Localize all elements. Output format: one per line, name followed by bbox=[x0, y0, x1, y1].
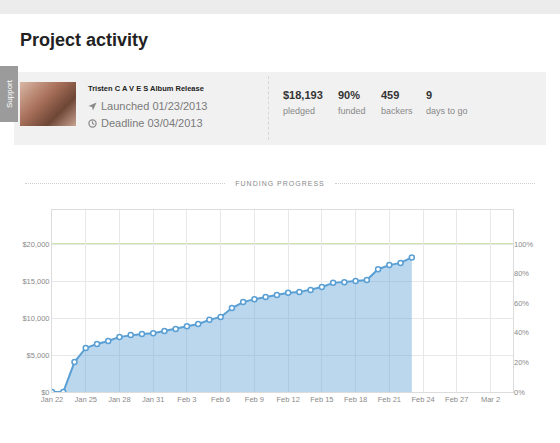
svg-text:Feb 24: Feb 24 bbox=[411, 395, 434, 404]
svg-text:Jan 28: Jan 28 bbox=[108, 395, 131, 404]
svg-text:Feb 18: Feb 18 bbox=[344, 395, 367, 404]
svg-text:$20,000: $20,000 bbox=[22, 240, 49, 249]
svg-text:Feb 27: Feb 27 bbox=[445, 395, 468, 404]
html-text:90%: 90% bbox=[338, 89, 360, 101]
svg-text:Feb 9: Feb 9 bbox=[245, 395, 264, 404]
svg-text:Jan 31: Jan 31 bbox=[142, 395, 165, 404]
svg-text:Feb 3: Feb 3 bbox=[177, 395, 196, 404]
html-text:Project activity: Project activity bbox=[20, 30, 149, 50]
svg-text:Feb 6: Feb 6 bbox=[211, 395, 230, 404]
svg-text:$0: $0 bbox=[41, 388, 49, 397]
html-text:$18,193: $18,193 bbox=[283, 89, 323, 101]
svg-text:Jan 25: Jan 25 bbox=[74, 395, 97, 404]
html-text:Launched 01/23/2013: Launched 01/23/2013 bbox=[101, 100, 208, 112]
svg-text:80%: 80% bbox=[514, 269, 529, 278]
svg-text:60%: 60% bbox=[514, 299, 529, 308]
html-text:Tristen C A V E S Album Releas: Tristen C A V E S Album Release bbox=[88, 84, 204, 93]
html-text:Deadline 03/04/2013: Deadline 03/04/2013 bbox=[101, 117, 203, 129]
svg-text:Mar 2: Mar 2 bbox=[481, 395, 500, 404]
html-text:backers: backers bbox=[381, 106, 413, 116]
svg-text:Feb 12: Feb 12 bbox=[276, 395, 299, 404]
svg-text:Jan 22: Jan 22 bbox=[41, 395, 64, 404]
html-text:Support: Support bbox=[4, 80, 14, 108]
html-text:funded: funded bbox=[338, 106, 366, 116]
html-text:days to go: days to go bbox=[426, 106, 468, 116]
html-text:pledged: pledged bbox=[283, 106, 315, 116]
svg-text:$5,000: $5,000 bbox=[27, 351, 50, 360]
svg-text:Feb 15: Feb 15 bbox=[310, 395, 333, 404]
svg-text:40%: 40% bbox=[514, 328, 529, 337]
html-text:9: 9 bbox=[426, 89, 433, 101]
svg-text:0%: 0% bbox=[514, 388, 525, 397]
html-text:FUNDING PROGRESS: FUNDING PROGRESS bbox=[235, 180, 325, 187]
svg-text:$15,000: $15,000 bbox=[22, 277, 49, 286]
svg-text:100%: 100% bbox=[514, 240, 534, 249]
svg-text:$10,000: $10,000 bbox=[22, 314, 49, 323]
svg-text:Feb 21: Feb 21 bbox=[378, 395, 401, 404]
svg-text:20%: 20% bbox=[514, 358, 529, 367]
html-text:459: 459 bbox=[381, 89, 400, 101]
